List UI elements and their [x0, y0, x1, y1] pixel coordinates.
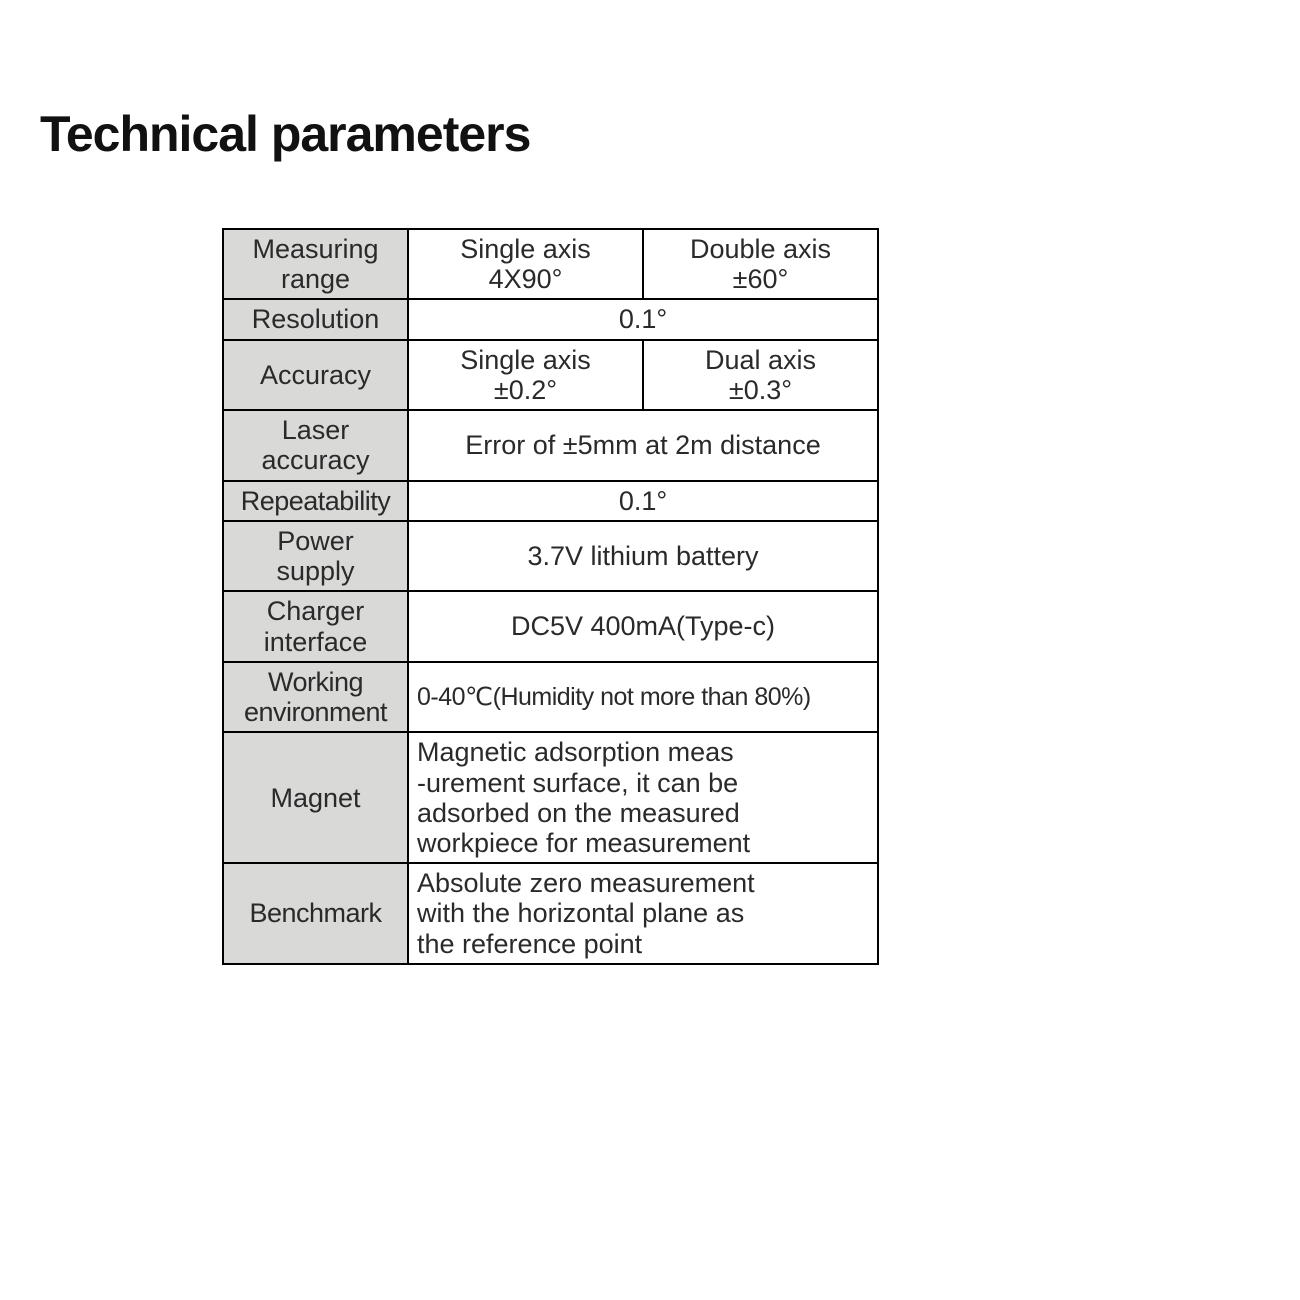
- label-text: supply: [276, 556, 354, 586]
- cell-text: with the horizontal plane as: [417, 898, 744, 928]
- table-row: Accuracy Single axis ±0.2° Dual axis ±0.…: [223, 340, 878, 410]
- label-text: Laser: [282, 415, 350, 445]
- page-title: Technical parameters: [40, 105, 530, 163]
- label-text: Working: [268, 667, 363, 697]
- table-row: Charger interface DC5V 400mA(Type-c): [223, 591, 878, 661]
- label-text: interface: [264, 627, 368, 657]
- table-row: Resolution 0.1°: [223, 299, 878, 339]
- label-text: accuracy: [261, 445, 369, 475]
- page: Technical parameters Measuring range Sin…: [0, 0, 1300, 1300]
- row-label-charger-interface: Charger interface: [223, 591, 408, 661]
- table-row: Benchmark Absolute zero measurement with…: [223, 863, 878, 964]
- cell-text: Single axis: [460, 234, 591, 264]
- label-text: environment: [244, 697, 387, 727]
- cell-dual-axis-accuracy: Dual axis ±0.3°: [643, 340, 878, 410]
- cell-text: ±0.2°: [494, 375, 557, 405]
- row-label-power-supply: Power supply: [223, 521, 408, 591]
- cell-power-supply: 3.7V lithium battery: [408, 521, 878, 591]
- cell-text: Magnetic adsorption meas: [417, 737, 734, 767]
- spec-table-wrap: Measuring range Single axis 4X90° Double…: [222, 228, 878, 965]
- row-label-measuring-range: Measuring range: [223, 229, 408, 299]
- cell-benchmark: Absolute zero measurement with the horiz…: [408, 863, 878, 964]
- cell-text: ±0.3°: [729, 375, 792, 405]
- cell-text: the reference point: [417, 929, 642, 959]
- row-label-accuracy: Accuracy: [223, 340, 408, 410]
- cell-text: Dual axis: [705, 345, 816, 375]
- cell-double-axis-range: Double axis ±60°: [643, 229, 878, 299]
- table-row: Measuring range Single axis 4X90° Double…: [223, 229, 878, 299]
- cell-text: -urement surface, it can be: [417, 768, 738, 798]
- row-label-laser-accuracy: Laser accuracy: [223, 410, 408, 480]
- table-row: Laser accuracy Error of ±5mm at 2m dista…: [223, 410, 878, 480]
- cell-text: Absolute zero measurement: [417, 868, 755, 898]
- cell-magnet: Magnetic adsorption meas -urement surfac…: [408, 732, 878, 863]
- row-label-repeatability: Repeatability: [223, 481, 408, 521]
- label-text: Charger: [267, 596, 365, 626]
- cell-charger-interface: DC5V 400mA(Type-c): [408, 591, 878, 661]
- label-text: Power: [277, 526, 354, 556]
- cell-text: 4X90°: [489, 264, 563, 294]
- cell-text: ±60°: [733, 264, 789, 294]
- spec-table: Measuring range Single axis 4X90° Double…: [222, 228, 879, 965]
- row-label-magnet: Magnet: [223, 732, 408, 863]
- table-row: Magnet Magnetic adsorption meas -urement…: [223, 732, 878, 863]
- label-text: Measuring: [252, 234, 378, 264]
- cell-text: Single axis: [460, 345, 591, 375]
- row-label-benchmark: Benchmark: [223, 863, 408, 964]
- label-text: range: [281, 264, 350, 294]
- cell-text: adsorbed on the measured: [417, 798, 740, 828]
- table-row: Working environment 0-40℃(Humidity not m…: [223, 662, 878, 732]
- cell-single-axis-accuracy: Single axis ±0.2°: [408, 340, 643, 410]
- cell-text: Double axis: [690, 234, 831, 264]
- cell-repeatability: 0.1°: [408, 481, 878, 521]
- cell-text: workpiece for measurement: [417, 828, 750, 858]
- row-label-resolution: Resolution: [223, 299, 408, 339]
- cell-single-axis-range: Single axis 4X90°: [408, 229, 643, 299]
- table-row: Power supply 3.7V lithium battery: [223, 521, 878, 591]
- cell-working-environment: 0-40℃(Humidity not more than 80%): [408, 662, 878, 732]
- row-label-working-environment: Working environment: [223, 662, 408, 732]
- cell-resolution: 0.1°: [408, 299, 878, 339]
- cell-laser-accuracy: Error of ±5mm at 2m distance: [408, 410, 878, 480]
- table-row: Repeatability 0.1°: [223, 481, 878, 521]
